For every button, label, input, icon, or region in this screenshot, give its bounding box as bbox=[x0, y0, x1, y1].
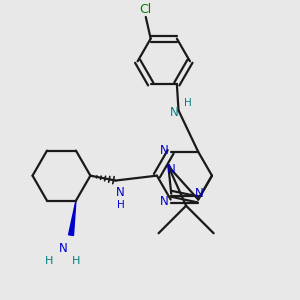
Text: H: H bbox=[72, 256, 80, 266]
Text: H: H bbox=[117, 200, 124, 210]
Text: H: H bbox=[184, 98, 192, 108]
Text: N: N bbox=[159, 144, 168, 157]
Text: H: H bbox=[45, 256, 54, 266]
Text: N: N bbox=[167, 163, 176, 176]
Text: Cl: Cl bbox=[140, 3, 152, 16]
Text: N: N bbox=[116, 186, 125, 199]
Text: N: N bbox=[59, 242, 68, 255]
Text: N: N bbox=[195, 187, 204, 200]
Text: N: N bbox=[159, 195, 168, 208]
Polygon shape bbox=[69, 201, 76, 236]
Text: N: N bbox=[170, 106, 179, 119]
